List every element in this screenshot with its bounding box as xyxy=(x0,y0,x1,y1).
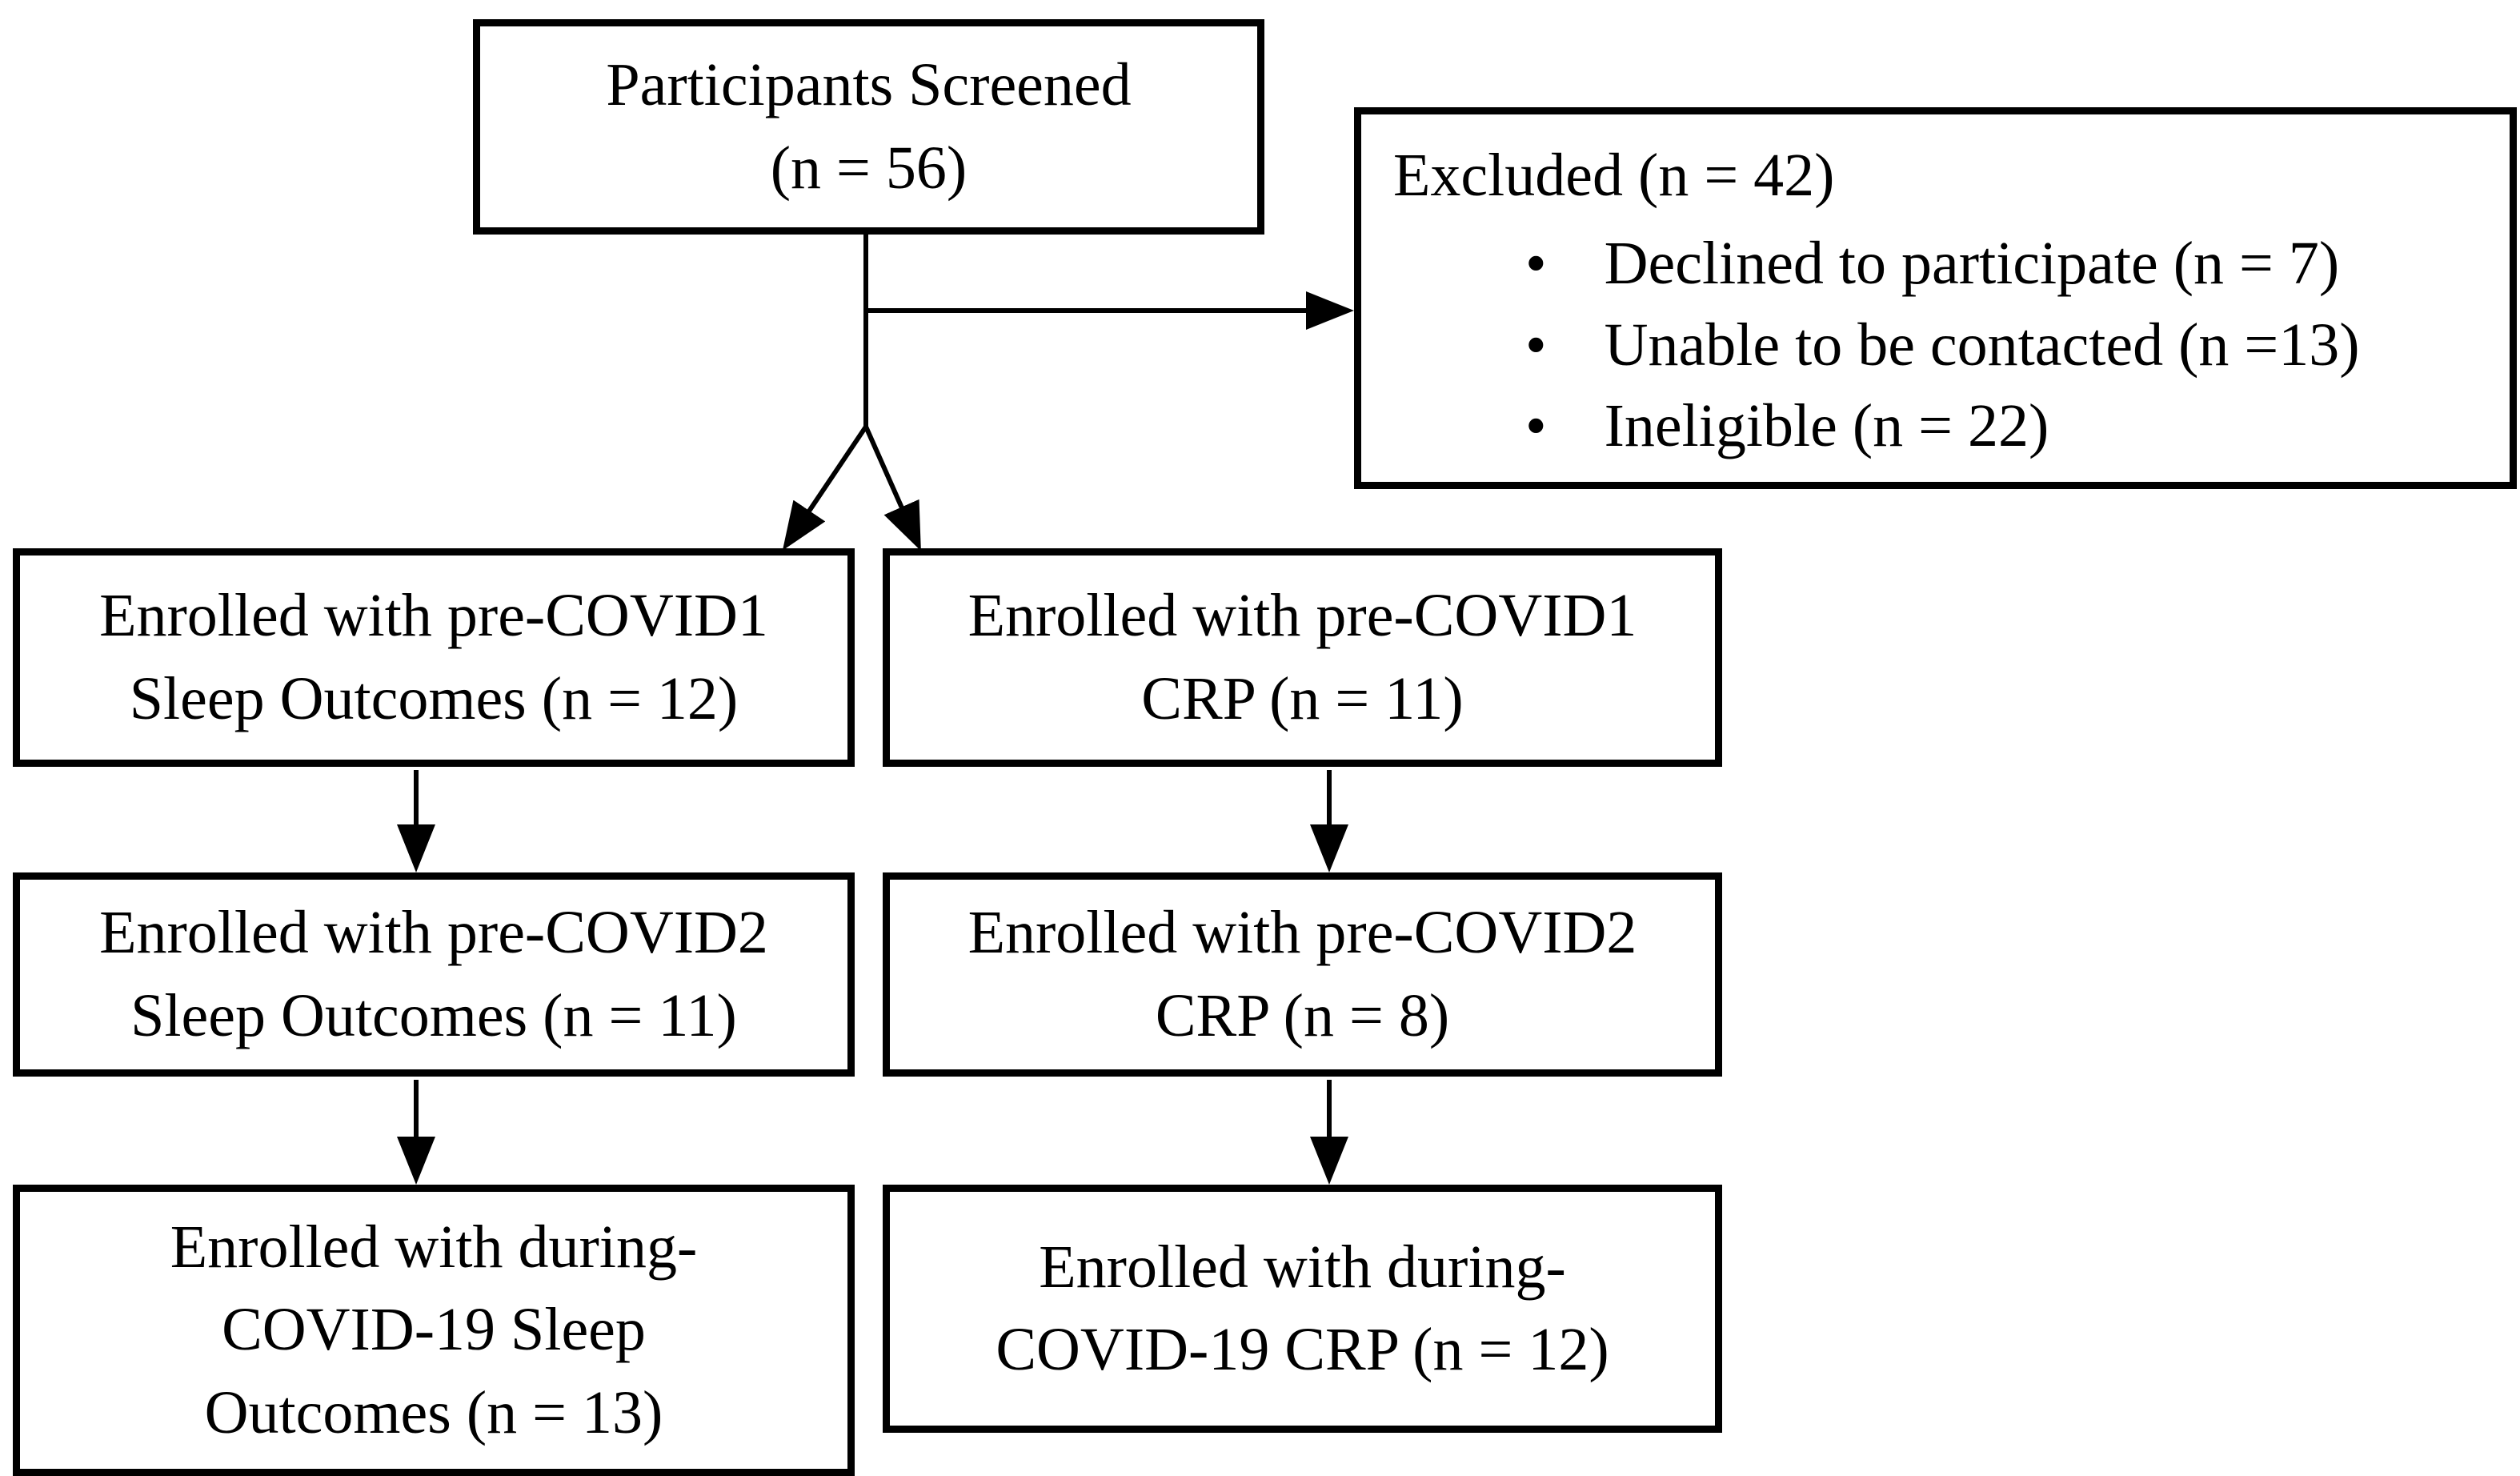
excluded-title: Excluded (n = 42) xyxy=(1393,142,1835,209)
box-precovid2-crp: Enrolled with pre-COVID2 CRP (n = 8) xyxy=(883,872,1722,1077)
box-text-line: Sleep Outcomes (n = 12) xyxy=(129,664,739,732)
excluded-bullet-text: Ineligible (n = 22) xyxy=(1604,392,2049,460)
box-precovid1-crp: Enrolled with pre-COVID1 CRP (n = 11) xyxy=(883,548,1722,767)
box-text-line: Enrolled with during- xyxy=(170,1213,698,1281)
excluded-bullet-item: • Declined to participate (n = 7) xyxy=(1393,223,2478,305)
box-text-line: (n = 56) xyxy=(770,134,968,202)
box-excluded: Excluded (n = 42) • Declined to particip… xyxy=(1354,107,2517,489)
box-precovid1-sleep: Enrolled with pre-COVID1 Sleep Outcomes … xyxy=(13,548,855,767)
box-text-line: COVID-19 Sleep xyxy=(222,1296,646,1364)
box-text-line: CRP (n = 8) xyxy=(1155,981,1450,1049)
bullet-icon: • xyxy=(1525,311,1547,379)
box-text-line: Sleep Outcomes (n = 11) xyxy=(130,981,737,1049)
box-text-line: Enrolled with pre-COVID1 xyxy=(968,582,1637,650)
box-text-line: Enrolled with pre-COVID2 xyxy=(968,899,1637,967)
box-text-line: Enrolled with pre-COVID2 xyxy=(99,899,768,967)
bullet-icon: • xyxy=(1525,392,1547,460)
box-text-line: Enrolled with during- xyxy=(1039,1233,1566,1301)
box-during-covid-crp: Enrolled with during- COVID-19 CRP (n = … xyxy=(883,1185,1722,1433)
excluded-bullet-item: • Ineligible (n = 22) xyxy=(1393,386,2478,467)
box-text-line: Enrolled with pre-COVID1 xyxy=(99,582,768,650)
excluded-bullet-item: • Unable to be contacted (n =13) xyxy=(1393,305,2478,387)
box-participants-screened: Participants Screened (n = 56) xyxy=(473,19,1264,235)
box-text-line: Outcomes (n = 13) xyxy=(204,1378,663,1446)
box-during-covid-sleep: Enrolled with during- COVID-19 Sleep Out… xyxy=(13,1185,855,1476)
box-text-line: CRP (n = 11) xyxy=(1141,664,1464,732)
box-text-line: Participants Screened xyxy=(606,51,1132,119)
box-text-line: COVID-19 CRP (n = 12) xyxy=(996,1316,1609,1383)
connector-fork-left-arrow xyxy=(782,425,868,551)
bullet-icon: • xyxy=(1525,229,1547,297)
excluded-bullet-text: Unable to be contacted (n =13) xyxy=(1604,311,2360,379)
box-precovid2-sleep: Enrolled with pre-COVID2 Sleep Outcomes … xyxy=(13,872,855,1077)
connector-fork-right-arrow xyxy=(863,425,921,551)
excluded-bullet-text: Declined to participate (n = 7) xyxy=(1604,229,2340,297)
